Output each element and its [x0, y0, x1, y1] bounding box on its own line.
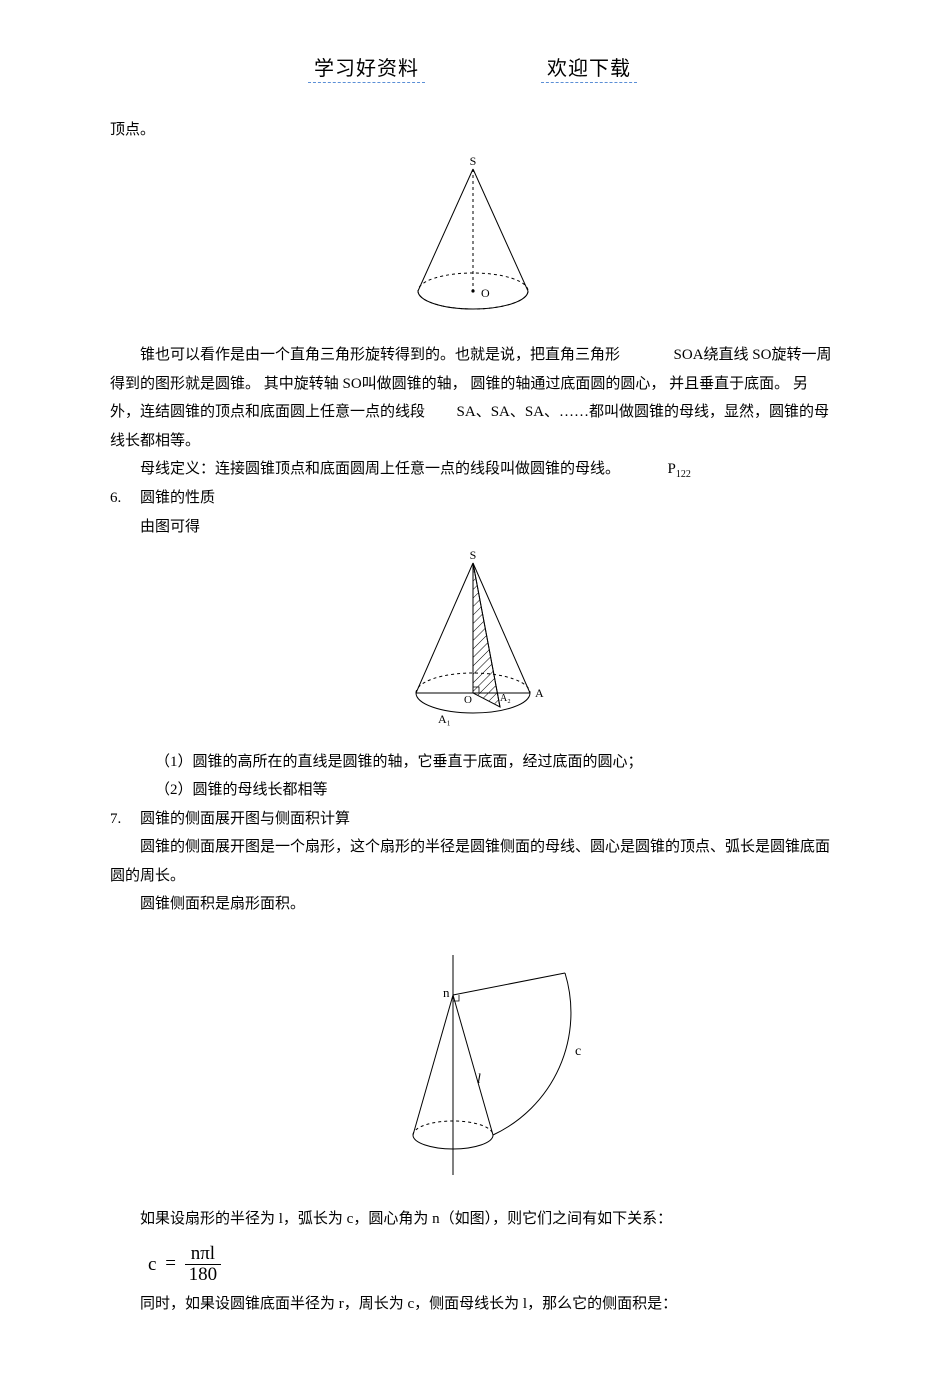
formula-den: 180 — [185, 1265, 222, 1286]
paragraph-muxian-def: 母线定义：连接圆锥顶点和底面圆周上任意一点的线段叫做圆锥的母线。 P122 — [110, 455, 835, 484]
figure-cone-labeled: S O A A₁ A₂ — [110, 547, 835, 738]
figure-unfold: n l c — [110, 925, 835, 1196]
item-6-title: 圆锥的性质 — [140, 490, 215, 506]
item-6: 6.圆锥的性质 — [110, 484, 835, 513]
p2-sub: 122 — [676, 469, 691, 480]
formula-eq: = — [165, 1253, 176, 1274]
p4: 圆锥侧面积是扇形面积。 — [110, 890, 835, 919]
header-right: 欢迎下载 — [541, 58, 637, 83]
top-fragment: 顶点。 — [110, 116, 835, 145]
formula-num: nπl — [185, 1244, 222, 1266]
label-S: S — [469, 154, 476, 168]
paragraph-rotation: 锥也可以看作是由一个直角三角形旋转得到的。也就是说，把直角三角形 SOA绕直线 … — [110, 341, 835, 455]
label2-S: S — [469, 548, 476, 562]
formula-c-lhs: c — [148, 1253, 156, 1274]
p2-P: P — [668, 461, 676, 477]
label-c: c — [575, 1044, 581, 1059]
item-7: 7.圆锥的侧面展开图与侧面积计算 — [110, 805, 835, 834]
item-6-sub: 由图可得 — [110, 513, 835, 542]
label2-O: O — [464, 694, 472, 706]
figure-cone-basic: S O — [110, 151, 835, 332]
prop-1: （1）圆锥的高所在的直线是圆锥的轴，它垂直于底面，经过底面的圆心； — [110, 748, 835, 777]
formula-fraction: nπl 180 — [185, 1244, 222, 1287]
label-l: l — [477, 1072, 481, 1087]
p5: 如果设扇形的半径为 l，弧长为 c，圆心角为 n（如图），则它们之间有如下关系： — [110, 1205, 835, 1234]
header-left: 学习好资料 — [308, 58, 425, 83]
item-7-title: 圆锥的侧面展开图与侧面积计算 — [140, 811, 350, 827]
prop-2: （2）圆锥的母线长都相等 — [110, 776, 835, 805]
p2-a: 母线定义：连接圆锥顶点和底面圆周上任意一点的线段叫做圆锥的母线。 — [140, 461, 620, 477]
p1-part-a: 锥也可以看作是由一个直角三角形旋转得到的。也就是说，把直角三角形 — [140, 347, 620, 363]
label-O: O — [481, 286, 490, 300]
label2-A2: A₂ — [500, 693, 511, 704]
page-header: 学习好资料 欢迎下载 — [110, 50, 835, 88]
item-7-no: 7. — [110, 805, 140, 834]
label2-A1: A₁ — [438, 712, 451, 726]
p6: 同时，如果设圆锥底面半径为 r，周长为 c，侧面母线长为 l，那么它的侧面积是： — [110, 1290, 835, 1319]
item-6-no: 6. — [110, 484, 140, 513]
label-n: n — [443, 985, 450, 1000]
label2-A: A — [535, 686, 544, 700]
formula-c: c = nπl 180 — [148, 1244, 835, 1287]
p3: 圆锥的侧面展开图是一个扇形，这个扇形的半径是圆锥侧面的母线、圆心是圆锥的顶点、弧… — [110, 833, 835, 890]
